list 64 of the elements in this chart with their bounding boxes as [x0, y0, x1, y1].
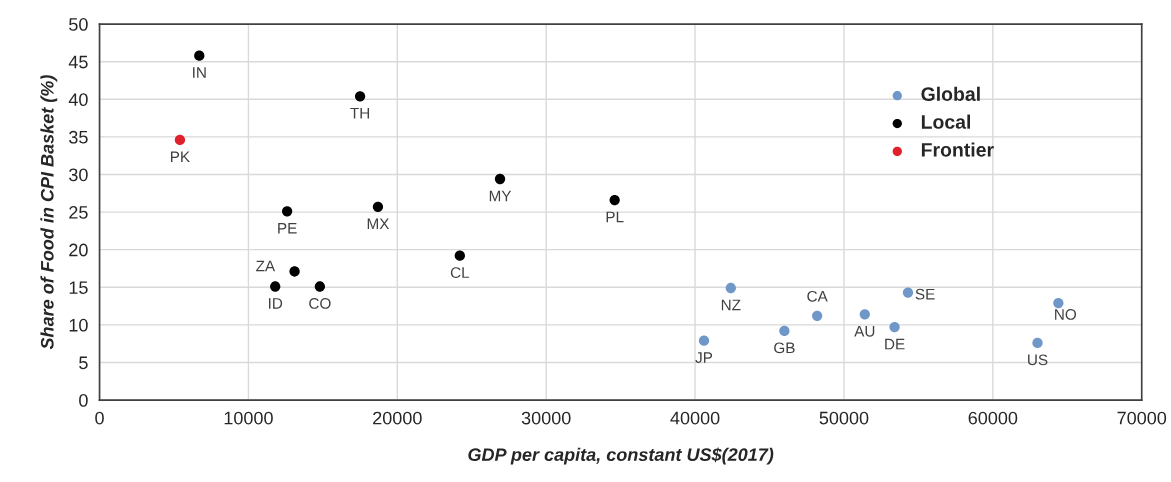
annotation: ZA: [256, 260, 276, 272]
point: [902, 287, 914, 298]
point: [812, 310, 823, 321]
y-tick-label: 5: [79, 356, 88, 370]
y-axis-title: Share of Food in CPI Basket (%): [40, 75, 58, 350]
point: [698, 335, 710, 346]
annotation: SE: [915, 288, 935, 300]
point: [859, 309, 870, 320]
legend-label: Frontier: [921, 142, 994, 157]
point: [289, 266, 300, 277]
annotation: NO: [1055, 309, 1077, 320]
point: [270, 281, 281, 292]
point: [779, 325, 790, 337]
point: [494, 173, 506, 185]
annotation: PK: [171, 151, 190, 163]
point: [194, 50, 205, 61]
y-tick-label: 40: [68, 93, 88, 107]
y-tick-label: 15: [69, 281, 88, 294]
annotation: PE: [278, 223, 297, 234]
point: [354, 91, 366, 102]
x-tick-label: 70000: [1117, 411, 1167, 425]
y-tick-label: 0: [79, 393, 88, 407]
y-tick-label: 20: [69, 243, 88, 257]
y-tick-label: 45: [68, 55, 88, 69]
annotation: IN: [193, 67, 206, 78]
annotation: CL: [450, 267, 470, 279]
annotation: US: [1028, 354, 1048, 366]
x-tick-label: 10000: [224, 411, 273, 425]
point: [889, 321, 900, 333]
point: [314, 281, 326, 292]
point: [454, 250, 465, 261]
x-tick-label: 30000: [521, 411, 571, 425]
annotation: CO: [309, 298, 331, 309]
annotation: GB: [774, 342, 795, 354]
point: [725, 282, 736, 294]
x-tick-label: 40000: [670, 411, 720, 425]
annotation: PL: [606, 211, 624, 223]
annotation: ID: [268, 298, 283, 309]
y-tick-label: 25: [69, 206, 88, 219]
point: [1053, 297, 1064, 309]
annotation: JP: [695, 352, 713, 363]
x-tick-label: 50000: [819, 411, 869, 425]
annotation: MY: [489, 190, 512, 202]
y-tick-label: 30: [69, 168, 88, 182]
point: [281, 206, 293, 217]
y-tick-label: 35: [69, 130, 88, 144]
x-tick-label: 60000: [968, 411, 1018, 425]
point: [372, 201, 384, 212]
point: [174, 134, 186, 146]
x-tick-label: 20000: [373, 411, 422, 425]
x-tick-label: 0: [95, 411, 104, 425]
annotation: TH: [350, 107, 370, 119]
x-axis-title: GDP per capita, constant US$(2017): [468, 447, 774, 465]
point: [1032, 337, 1043, 349]
point: [609, 194, 620, 206]
annotation: MX: [367, 218, 390, 229]
legend-label: Global: [921, 86, 980, 101]
annotation: AU: [854, 326, 875, 337]
legend-label: Local: [921, 114, 971, 129]
y-tick-label: 50: [69, 18, 88, 31]
y-tick-label: 10: [69, 318, 88, 332]
annotation: CA: [807, 290, 828, 302]
annotation: NZ: [721, 299, 741, 311]
annotation: DE: [885, 338, 905, 350]
